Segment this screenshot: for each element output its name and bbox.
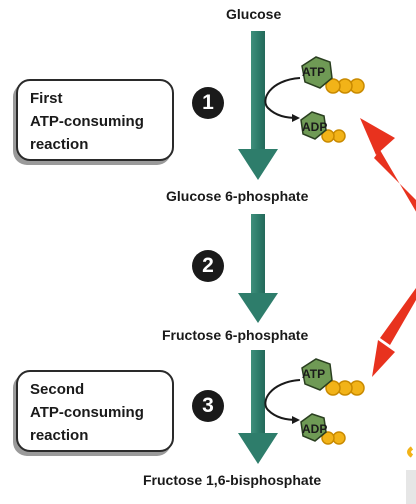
- atp-adp-curve-arrow-1: [264, 77, 301, 122]
- step-badge-1: 1: [192, 87, 224, 119]
- callout-first-atp-reaction: First ATP-consuming reaction: [16, 79, 174, 161]
- callout-second-atp-reaction: Second ATP-consuming reaction: [16, 370, 174, 452]
- callout-second-line-1: Second: [30, 381, 85, 398]
- adp-molecule-1: [300, 111, 346, 143]
- callout-first-line-2: ATP-consuming: [30, 113, 144, 130]
- compound-fructose-6-phosphate: Fructose 6-phosphate: [162, 327, 309, 343]
- reaction-arrow-1: [238, 31, 278, 180]
- compound-glucose-6-phosphate: Glucose 6-phosphate: [166, 188, 309, 204]
- callout-first-line-3: reaction: [30, 136, 89, 153]
- compound-fructose-1-6-bisphosphate: Fructose 1,6-bisphosphate: [143, 472, 322, 488]
- atp-label-1: ATP: [302, 65, 325, 79]
- edge-bracket: [406, 446, 416, 504]
- reaction-arrow-2: [238, 214, 278, 323]
- callout-second-line-3: reaction: [30, 427, 89, 444]
- callout-second-line-2: ATP-consuming: [30, 404, 144, 421]
- adp-molecule-2: [300, 413, 346, 445]
- adp-label-1: ADP: [302, 120, 327, 134]
- adp-label-2: ADP: [302, 422, 327, 436]
- reaction-arrow-3: [238, 350, 278, 464]
- atp-molecule-2: [301, 358, 365, 396]
- atp-adp-curve-arrow-2: [264, 379, 301, 424]
- atp-label-2: ATP: [302, 367, 325, 381]
- red-arrow-upper: [360, 118, 416, 212]
- atp-molecule-1: [301, 56, 365, 94]
- step-badge-2: 2: [192, 250, 224, 282]
- red-arrow-lower: [372, 288, 416, 377]
- compound-glucose: Glucose: [226, 6, 282, 22]
- step-badge-3: 3: [192, 390, 224, 422]
- callout-first-line-1: First: [30, 90, 63, 107]
